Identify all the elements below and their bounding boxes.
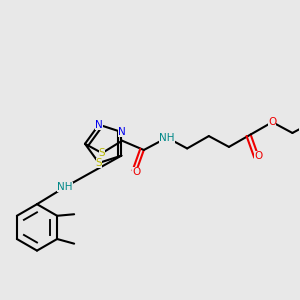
Text: N: N bbox=[95, 120, 103, 130]
Text: S: S bbox=[99, 148, 105, 158]
Text: O: O bbox=[254, 151, 262, 161]
Text: S: S bbox=[96, 158, 102, 168]
Text: O: O bbox=[268, 117, 276, 127]
Text: NH: NH bbox=[57, 182, 73, 192]
Text: N: N bbox=[118, 127, 125, 137]
Text: NH: NH bbox=[159, 133, 175, 142]
Text: O: O bbox=[132, 167, 140, 177]
